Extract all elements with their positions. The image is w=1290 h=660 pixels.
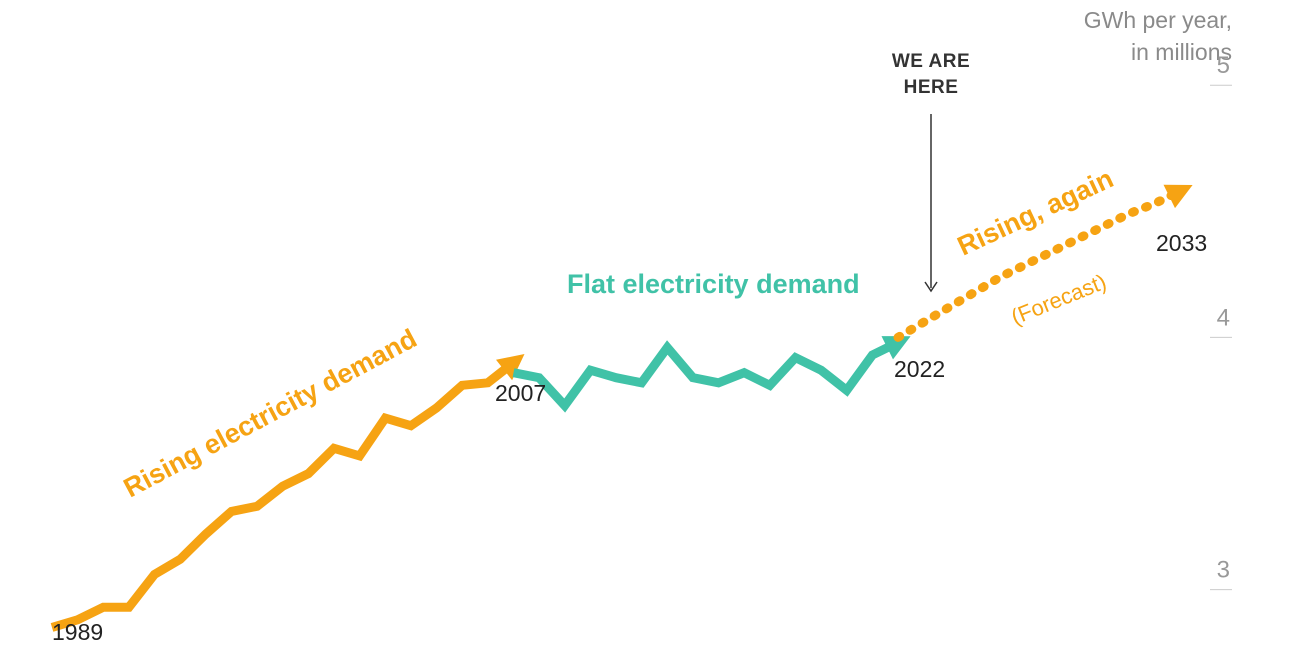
y-tick-label-5: 5: [1217, 52, 1230, 79]
forecast-label: (Forecast): [1008, 269, 1110, 330]
flat-demand-line-arrowhead: [881, 336, 911, 360]
we-are-here-line1: WE ARE: [892, 51, 970, 72]
rising-demand-line-arrowhead: [496, 354, 525, 381]
year-labels: 1989 2007 2022 2033: [52, 230, 1207, 645]
rising-demand-label: Rising electricity demand: [119, 323, 422, 503]
year-label-2022: 2022: [894, 356, 945, 382]
year-label-1989: 1989: [52, 619, 103, 645]
forecast-line: [893, 186, 1185, 342]
we-are-here-arrowhead: [924, 281, 938, 293]
phase-labels: Rising electricity demand Flat electrici…: [119, 163, 1118, 503]
year-label-2007: 2007: [495, 380, 546, 406]
flat-demand-label: Flat electricity demand: [567, 269, 860, 299]
y-axis: GWh per year, in millions 5 4 3: [1084, 7, 1232, 591]
rising-demand-line: [50, 359, 517, 632]
y-tick-label-4: 4: [1217, 304, 1230, 331]
y-tick-label-3: 3: [1217, 557, 1230, 584]
year-label-2033: 2033: [1156, 230, 1207, 256]
we-are-here-line2: HERE: [904, 77, 959, 98]
unit-label-line1: GWh per year,: [1084, 7, 1232, 33]
unit-label-line2: in millions: [1131, 39, 1232, 65]
series-layer: [50, 184, 1193, 632]
we-are-here-annotation: WE ARE HERE: [892, 51, 970, 293]
flat-demand-line: [512, 338, 900, 413]
rising-again-label: Rising, again: [953, 163, 1118, 261]
forecast-line-arrowhead: [1163, 184, 1193, 209]
